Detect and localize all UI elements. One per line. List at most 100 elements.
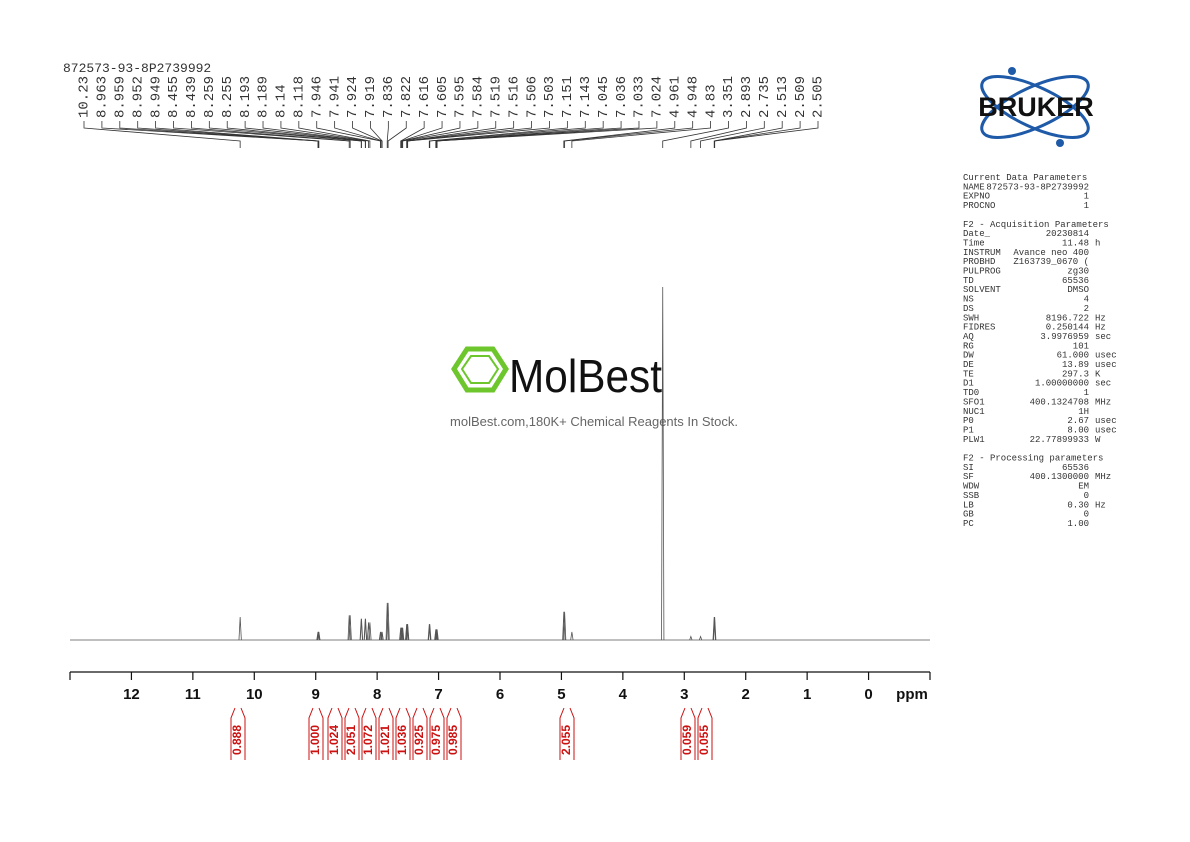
peak-label: 10.23	[77, 76, 93, 118]
param-name: SWH	[963, 313, 979, 323]
peak	[562, 611, 566, 641]
peak-label: 8.963	[95, 76, 111, 118]
param-name: P1	[963, 425, 974, 435]
integral-label: 0.055	[697, 725, 711, 755]
peak-label: 8.118	[292, 76, 308, 118]
peak-label: 7.822	[399, 76, 415, 118]
peak-label: 8.959	[113, 76, 129, 118]
param-name: SI	[963, 463, 974, 473]
peak-connector	[429, 121, 586, 148]
peak-label: 8.439	[184, 76, 200, 118]
param-unit: sec	[1095, 379, 1111, 389]
param-value: 8196.722	[1046, 313, 1089, 323]
param-value: 65536	[1062, 463, 1089, 473]
param-name: FIDRES	[963, 323, 995, 333]
peak-connector	[262, 121, 366, 148]
param-name: P0	[963, 416, 974, 426]
param-name: PULPROG	[963, 267, 1001, 277]
peak-connector	[370, 121, 383, 148]
param-name: TE	[963, 369, 974, 379]
integral-bracket	[308, 707, 324, 760]
peak	[348, 615, 352, 641]
param-value: 13.89	[1062, 360, 1089, 370]
integral-label: 1.036	[395, 725, 409, 755]
x-tick-label: 8	[373, 686, 381, 703]
peak-connector	[407, 121, 532, 148]
x-tick-label: 0	[864, 686, 872, 703]
peak-connector	[191, 121, 351, 148]
param-heading: Current Data Parameters	[963, 173, 1087, 183]
param-unit: Hz	[1095, 323, 1106, 333]
peak	[316, 631, 320, 641]
param-value: 20230814	[1046, 229, 1089, 239]
peak	[428, 624, 432, 641]
param-value: 1	[1084, 201, 1089, 211]
x-tick-label: 10	[246, 686, 263, 703]
integral-bracket	[327, 707, 343, 760]
integral-label: 1.024	[327, 725, 341, 755]
peak	[238, 617, 242, 641]
x-tick-label: 5	[557, 686, 565, 703]
peak	[570, 631, 574, 641]
peak-label: 8.189	[256, 76, 272, 118]
peak	[317, 631, 321, 641]
peak	[698, 635, 703, 641]
peak-label: 7.584	[471, 76, 487, 118]
param-value: EM	[1078, 482, 1089, 492]
param-heading: F2 - Acquisition Parameters	[963, 220, 1109, 230]
integral-bracket	[395, 707, 411, 760]
peak-connector	[662, 121, 729, 148]
param-value: zg30	[1067, 267, 1089, 277]
param-name: NUC1	[963, 407, 985, 417]
peak-label: 7.616	[417, 76, 433, 118]
peak-label: 7.516	[506, 76, 522, 118]
peak	[563, 611, 567, 641]
peak-label: 7.506	[524, 76, 540, 118]
param-value: 0	[1084, 510, 1089, 520]
peak-label: 8.255	[220, 76, 236, 118]
peak	[400, 627, 404, 641]
peak	[405, 624, 409, 641]
param-unit: usec	[1095, 351, 1117, 361]
peak	[385, 602, 389, 641]
peak-connector	[563, 121, 676, 148]
param-name: DW	[963, 351, 974, 361]
peak-label: 4.948	[685, 76, 701, 118]
peak-label: 8.455	[166, 76, 182, 118]
param-unit: usec	[1095, 416, 1117, 426]
integral-label: 1.072	[361, 725, 375, 755]
param-name: INSTRUM	[963, 248, 1001, 258]
x-tick-label: 11	[185, 686, 201, 703]
watermark: MolBest molBest.com,180K+ Chemical Reage…	[450, 346, 738, 429]
peak-connector	[401, 121, 443, 148]
peak-label: 4.83	[703, 84, 719, 118]
param-name: SF	[963, 472, 974, 482]
param-unit: MHz	[1095, 397, 1111, 407]
peak-connector	[690, 121, 747, 148]
peak-label: 7.045	[596, 76, 612, 118]
sample-name: 872573-93-8P2739992	[63, 61, 211, 76]
peak	[401, 627, 405, 641]
peak-connector	[334, 121, 382, 148]
param-name: WDW	[963, 482, 980, 492]
peak-connector	[400, 121, 425, 148]
param-name: TD0	[963, 388, 979, 398]
param-name: NAME	[963, 182, 985, 192]
integral-label: 0.059	[680, 725, 694, 755]
x-axis-label: ppm	[896, 686, 928, 703]
peak-connector	[401, 121, 461, 148]
peak-connector	[435, 121, 604, 148]
peak	[359, 618, 364, 641]
peak	[386, 602, 390, 641]
peak-label: 8.193	[238, 76, 254, 118]
peak-connector	[406, 121, 515, 148]
peak-connector	[119, 121, 319, 148]
integral-label: 0.888	[230, 725, 244, 755]
peak	[406, 624, 410, 641]
param-name: NS	[963, 295, 974, 305]
param-unit: h	[1095, 238, 1100, 248]
peak-connector	[564, 121, 694, 148]
peak	[380, 631, 384, 641]
integral-bracket	[344, 707, 360, 760]
